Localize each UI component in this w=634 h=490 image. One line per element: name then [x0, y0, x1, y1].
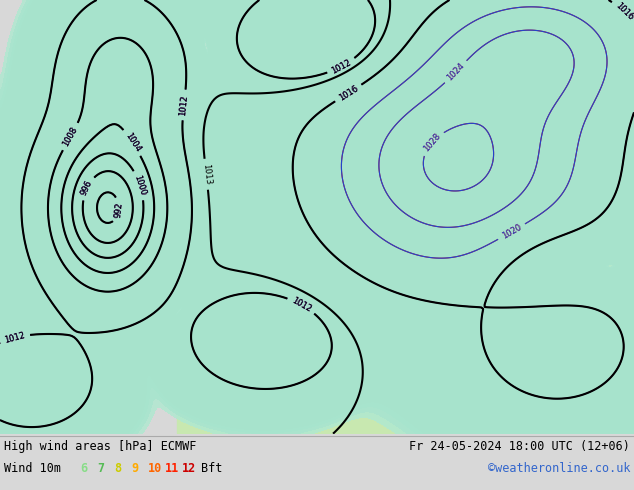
Text: 1020: 1020: [500, 222, 523, 241]
Text: 1004: 1004: [123, 131, 142, 154]
Text: 992: 992: [113, 201, 124, 218]
Polygon shape: [190, 87, 222, 122]
Text: 996: 996: [79, 179, 94, 197]
Polygon shape: [380, 35, 431, 52]
Text: 1012: 1012: [4, 331, 26, 344]
Text: 9: 9: [131, 462, 138, 475]
Text: 1012: 1012: [4, 331, 26, 344]
Text: 1016: 1016: [337, 84, 359, 102]
Text: 1013: 1013: [200, 163, 212, 185]
Text: 7: 7: [97, 462, 104, 475]
Text: Wind 10m: Wind 10m: [4, 462, 61, 475]
Text: 1012: 1012: [290, 296, 313, 314]
Text: 8: 8: [114, 462, 121, 475]
Polygon shape: [178, 356, 634, 434]
Text: 1012: 1012: [178, 94, 190, 116]
Text: 12: 12: [182, 462, 197, 475]
Text: 992: 992: [113, 201, 124, 218]
Text: 1008: 1008: [61, 125, 79, 148]
Text: 6: 6: [80, 462, 87, 475]
Text: 1016: 1016: [613, 1, 634, 23]
Text: 1000: 1000: [133, 174, 148, 196]
Polygon shape: [558, 0, 634, 65]
Text: 10: 10: [148, 462, 162, 475]
Text: 1020: 1020: [500, 222, 523, 241]
Text: High wind areas [hPa] ECMWF: High wind areas [hPa] ECMWF: [4, 440, 197, 453]
Text: 1012: 1012: [330, 57, 353, 75]
Text: 1012: 1012: [290, 296, 313, 314]
Text: 1016: 1016: [337, 84, 359, 102]
Text: 1000: 1000: [133, 174, 148, 196]
Text: 1016: 1016: [613, 1, 634, 23]
Polygon shape: [178, 52, 634, 325]
Text: 1012: 1012: [330, 57, 353, 75]
Text: ©weatheronline.co.uk: ©weatheronline.co.uk: [488, 462, 630, 475]
Text: 1028: 1028: [422, 132, 443, 153]
Text: 1012: 1012: [178, 94, 190, 116]
Text: 992: 992: [113, 201, 124, 218]
Text: 1016: 1016: [613, 1, 634, 23]
Text: 1008: 1008: [61, 125, 79, 148]
Text: Bft: Bft: [201, 462, 223, 475]
Text: 1008: 1008: [61, 125, 79, 148]
Text: 1024: 1024: [445, 61, 467, 82]
Text: 1004: 1004: [123, 131, 142, 154]
Polygon shape: [292, 0, 368, 52]
Text: 1012: 1012: [330, 57, 353, 75]
Text: 1000: 1000: [133, 174, 148, 196]
Text: 1016: 1016: [337, 84, 359, 102]
Text: 996: 996: [79, 179, 94, 197]
Text: 1012: 1012: [290, 296, 313, 314]
Text: 1012: 1012: [178, 94, 190, 116]
Text: 1004: 1004: [123, 131, 142, 154]
Text: Fr 24-05-2024 18:00 UTC (12+06): Fr 24-05-2024 18:00 UTC (12+06): [409, 440, 630, 453]
Text: 1028: 1028: [422, 132, 443, 153]
Text: 1012: 1012: [4, 331, 26, 344]
Text: 996: 996: [79, 179, 94, 197]
Text: 1024: 1024: [445, 61, 467, 82]
Text: 11: 11: [165, 462, 179, 475]
